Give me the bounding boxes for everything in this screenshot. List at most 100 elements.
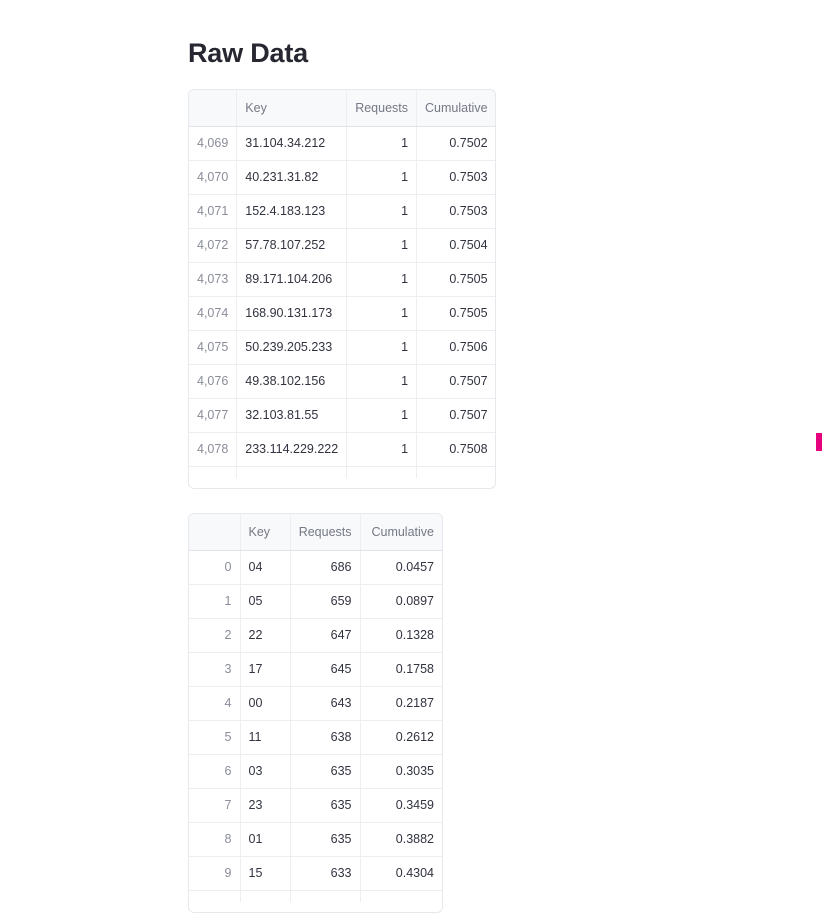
cell-index[interactable]: 4,078 xyxy=(189,432,238,467)
cell-index[interactable]: 4 xyxy=(189,686,241,721)
cell-index[interactable]: 0 xyxy=(189,550,241,585)
table-row[interactable]: 4 00 643 0.2187 xyxy=(189,686,442,721)
column-header-key[interactable]: Key xyxy=(236,90,348,127)
cell-requests[interactable]: 1 xyxy=(346,330,418,365)
table-row[interactable]: 8 01 635 0.3882 xyxy=(189,822,442,857)
cell-cumulative[interactable]: 0.7508 xyxy=(416,432,495,467)
cell-index[interactable]: 4,072 xyxy=(189,228,238,263)
cell-requests[interactable]: 635 xyxy=(290,788,361,823)
cell-key[interactable]: 233.114.229.222 xyxy=(236,432,348,467)
cell-requests[interactable]: 1 xyxy=(346,432,418,467)
cell-index[interactable]: 8 xyxy=(189,822,241,857)
cell-key[interactable]: 05 xyxy=(240,584,291,619)
cell-cumulative[interactable]: 0.0897 xyxy=(360,584,442,619)
cell-index[interactable]: 1 xyxy=(189,584,241,619)
cell-index[interactable]: 6 xyxy=(189,754,241,789)
cell-cumulative[interactable]: 0.1758 xyxy=(360,652,442,687)
cell-index[interactable]: 3 xyxy=(189,652,241,687)
column-header-requests[interactable]: Requests xyxy=(290,514,361,551)
cell-requests[interactable]: 1 xyxy=(346,296,418,331)
cell-cumulative[interactable]: 0.7505 xyxy=(416,262,495,297)
cell-key[interactable]: 03 xyxy=(240,754,291,789)
cell-key[interactable]: 152.4.183.123 xyxy=(236,194,348,229)
cell-key[interactable]: 00 xyxy=(240,686,291,721)
cell-key[interactable]: 40.231.31.82 xyxy=(236,160,348,195)
cell-requests[interactable]: 647 xyxy=(290,618,361,653)
cell-index[interactable]: 4,075 xyxy=(189,330,238,365)
cell-key[interactable]: 23 xyxy=(240,788,291,823)
table-row[interactable]: 4,072 57.78.107.252 1 0.7504 xyxy=(189,228,495,263)
table-row[interactable]: 4,069 31.104.34.212 1 0.7502 xyxy=(189,126,495,161)
cell-cumulative[interactable]: 0.7507 xyxy=(416,364,495,399)
cell-requests[interactable]: 638 xyxy=(290,720,361,755)
column-header-key[interactable]: Key xyxy=(240,514,291,551)
cell-requests[interactable]: 643 xyxy=(290,686,361,721)
column-header-cumulative[interactable]: Cumulative xyxy=(416,90,495,127)
cell-cumulative[interactable]: 0.0457 xyxy=(360,550,442,585)
cell-key[interactable]: 89.171.104.206 xyxy=(236,262,348,297)
data-table-hour-keys[interactable]: Key Requests Cumulative 0 04 686 0.0457 1 05 6… xyxy=(188,513,443,913)
table-row[interactable]: 1 05 659 0.0897 xyxy=(189,584,442,619)
cell-cumulative[interactable]: 0.3459 xyxy=(360,788,442,823)
cell-requests[interactable]: 686 xyxy=(290,550,361,585)
cell-cumulative[interactable]: 0.2612 xyxy=(360,720,442,755)
cell-cumulative[interactable]: 0.3035 xyxy=(360,754,442,789)
cell-requests[interactable]: 1 xyxy=(346,364,418,399)
cell-key[interactable]: 22 xyxy=(240,618,291,653)
cell-key[interactable]: 168.90.131.173 xyxy=(236,296,348,331)
cell-cumulative[interactable]: 0.1328 xyxy=(360,618,442,653)
column-header-requests[interactable]: Requests xyxy=(346,90,418,127)
table-row[interactable]: 4,077 32.103.81.55 1 0.7507 xyxy=(189,398,495,433)
cell-index[interactable]: 7 xyxy=(189,788,241,823)
cell-cumulative[interactable]: 0.7507 xyxy=(416,398,495,433)
cell-key[interactable]: 31.104.34.212 xyxy=(236,126,348,161)
table-row[interactable]: 2 22 647 0.1328 xyxy=(189,618,442,653)
cell-index[interactable]: 5 xyxy=(189,720,241,755)
cell-cumulative[interactable]: 0.2187 xyxy=(360,686,442,721)
cell-index[interactable]: 4,069 xyxy=(189,126,238,161)
cell-key[interactable]: 11 xyxy=(240,720,291,755)
cell-requests[interactable]: 1 xyxy=(346,228,418,263)
cell-index[interactable]: 4,074 xyxy=(189,296,238,331)
cell-key[interactable]: 17 xyxy=(240,652,291,687)
cell-requests[interactable]: 635 xyxy=(290,822,361,857)
cell-index[interactable]: 4,076 xyxy=(189,364,238,399)
cell-requests[interactable]: 1 xyxy=(346,194,418,229)
table-row[interactable]: 4,074 168.90.131.173 1 0.7505 xyxy=(189,296,495,331)
cell-key[interactable]: 04 xyxy=(240,550,291,585)
cell-index[interactable]: 9 xyxy=(189,856,241,891)
table-row[interactable]: 4,075 50.239.205.233 1 0.7506 xyxy=(189,330,495,365)
cell-requests[interactable]: 635 xyxy=(290,754,361,789)
table-row[interactable]: 7 23 635 0.3459 xyxy=(189,788,442,823)
cell-key[interactable]: 50.239.205.233 xyxy=(236,330,348,365)
table-row[interactable]: 5 11 638 0.2612 xyxy=(189,720,442,755)
table-row[interactable]: 4,070 40.231.31.82 1 0.7503 xyxy=(189,160,495,195)
cell-key[interactable]: 32.103.81.55 xyxy=(236,398,348,433)
table-row[interactable]: 4,076 49.38.102.156 1 0.7507 xyxy=(189,364,495,399)
cell-key[interactable]: 49.38.102.156 xyxy=(236,364,348,399)
cell-requests[interactable]: 1 xyxy=(346,160,418,195)
cell-cumulative[interactable]: 0.7502 xyxy=(416,126,495,161)
cell-cumulative[interactable]: 0.7504 xyxy=(416,228,495,263)
cell-index[interactable]: 2 xyxy=(189,618,241,653)
cell-cumulative[interactable]: 0.7503 xyxy=(416,160,495,195)
cell-requests[interactable]: 1 xyxy=(346,398,418,433)
cell-requests[interactable]: 659 xyxy=(290,584,361,619)
table-row[interactable]: 0 04 686 0.0457 xyxy=(189,550,442,585)
cell-cumulative[interactable]: 0.7506 xyxy=(416,330,495,365)
table-row[interactable]: 4,078 233.114.229.222 1 0.7508 xyxy=(189,432,495,467)
cell-key[interactable]: 57.78.107.252 xyxy=(236,228,348,263)
cell-cumulative[interactable]: 0.3882 xyxy=(360,822,442,857)
cell-cumulative[interactable]: 0.7503 xyxy=(416,194,495,229)
cell-index[interactable]: 4,077 xyxy=(189,398,238,433)
cell-cumulative[interactable]: 0.7505 xyxy=(416,296,495,331)
column-header-index[interactable] xyxy=(189,514,241,551)
table-row[interactable]: 6 03 635 0.3035 xyxy=(189,754,442,789)
cell-key[interactable]: 01 xyxy=(240,822,291,857)
data-table-ip-keys[interactable]: Key Requests Cumulative 4,069 31.104.34.2… xyxy=(188,89,496,489)
table-row[interactable]: 9 15 633 0.4304 xyxy=(189,856,442,891)
cell-index[interactable]: 4,070 xyxy=(189,160,238,195)
cell-key[interactable]: 15 xyxy=(240,856,291,891)
cell-requests[interactable]: 1 xyxy=(346,262,418,297)
cell-requests[interactable]: 633 xyxy=(290,856,361,891)
